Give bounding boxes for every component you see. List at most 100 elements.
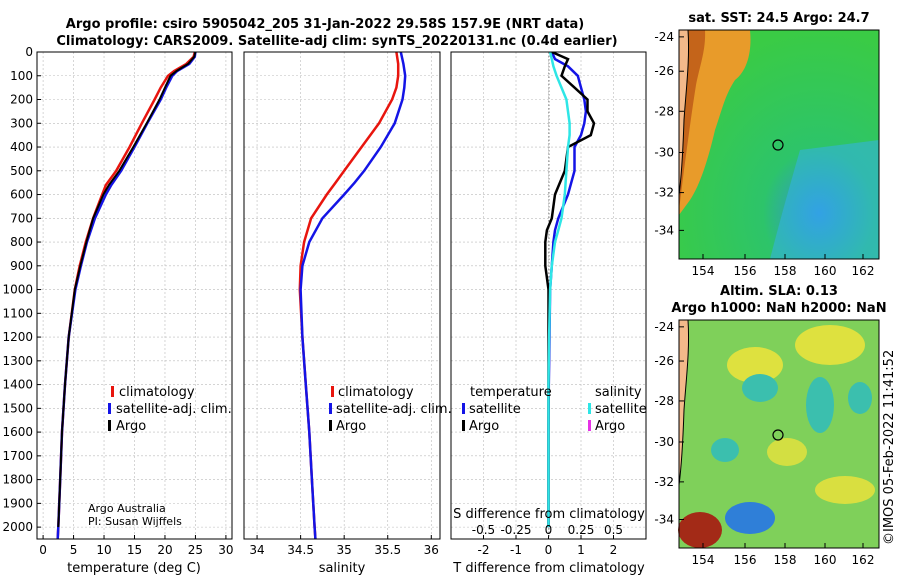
y-tick-label: 600: [10, 188, 33, 202]
sla-high-1: [727, 347, 783, 383]
salinity-lines: [298, 52, 407, 539]
y-tick-label: 500: [10, 164, 33, 178]
x-tick-label: 10: [96, 543, 111, 557]
lat-tick-label: -34: [654, 223, 674, 237]
sla-high-4: [767, 438, 807, 466]
s-tick-label: -0.5: [472, 523, 495, 537]
legend-label-argo: Argo: [116, 419, 146, 434]
lat-tick-label: -24: [654, 30, 674, 44]
imos-timestamp: ©IMOS 05-Feb-2022 11:41:52: [882, 350, 897, 545]
y-tick-label: 1100: [2, 306, 33, 320]
legend-title-salinity: salinity: [595, 385, 642, 400]
temperature-x-axis: 0 5 10 15 20 25 30: [39, 535, 234, 557]
salinity-x-axis: 34 34.5 35 35.5 36: [249, 535, 439, 557]
x-tick-label: 2: [610, 543, 618, 557]
sla-title-2: Argo h1000: NaN h2000: NaN: [671, 301, 886, 316]
sla-low-3: [848, 382, 872, 414]
sla-low-1: [742, 374, 778, 402]
lat-tick-label: -24: [654, 320, 674, 334]
lat-tick-label: -34: [654, 513, 674, 527]
x-tick-label: 35: [337, 543, 352, 557]
s-tick-label: 0: [545, 523, 553, 537]
legend-marker-satellite: [329, 403, 332, 414]
lat-tick-label: -30: [654, 435, 674, 449]
title-line-1: Argo profile: csiro 5905042_205 31-Jan-2…: [66, 17, 584, 32]
x-tick-label: 20: [157, 543, 172, 557]
s-difference-label: S difference from climatology: [453, 507, 645, 522]
sla-map-ticks: -24 -26 -28 -30 -32 -34 154 156 158 160 162: [654, 320, 874, 567]
x-tick-label: 34: [249, 543, 264, 557]
x-tick-label: 0: [545, 543, 553, 557]
lat-tick-label: -30: [654, 146, 674, 160]
series-line-climatology: [56, 52, 197, 539]
depth-axis: 0 100 200 300 400 500 600 700 800 900 1000 1100 1200…: [2, 45, 41, 534]
temperature-panel: 0100200300400500600700800900100011001200…: [2, 45, 233, 576]
y-tick-label: 1800: [2, 473, 33, 487]
lon-tick-label: 162: [852, 264, 875, 278]
salinity-legend: climatology satellite-adj. clim. Argo: [329, 385, 452, 434]
salinity-xlabel: salinity: [319, 561, 366, 576]
salinity-frame: [243, 51, 441, 540]
temperature-grid: [37, 51, 232, 539]
series-line-satellite-salinity: [547, 52, 571, 528]
lat-tick-label: -32: [654, 475, 674, 489]
s-tick-label: 0.25: [568, 523, 595, 537]
lat-tick-label: -26: [654, 354, 674, 368]
temperature-legend: climatology satellite-adj. clim. Argo: [108, 385, 232, 434]
sla-title-1: Altim. SLA: 0.13: [720, 284, 838, 299]
s-difference-ticklabels: -0.5 -0.25 0 0.25 0.5: [472, 523, 623, 537]
y-tick-label: 1000: [2, 283, 33, 297]
y-tick-label: 900: [10, 259, 33, 273]
legend-marker-s-satellite: [588, 403, 591, 414]
legend-marker-satellite: [108, 403, 111, 414]
legend-label-t-argo: Argo: [469, 419, 499, 434]
series-line-satellite-adj-clim-: [56, 52, 197, 539]
y-tick-label: 800: [10, 235, 33, 249]
lat-tick-label: -26: [654, 64, 674, 78]
lat-tick-label: -28: [654, 394, 674, 408]
lon-tick-label: 162: [852, 553, 875, 567]
legend-label-t-satellite: satellite: [469, 402, 521, 417]
difference-panel: -2 -1 0 1 2 T difference from climatology S …: [450, 51, 647, 576]
y-tick-label: 2000: [2, 520, 33, 534]
y-tick-label: 400: [10, 140, 33, 154]
y-tick-label: 1500: [2, 401, 33, 415]
legend-label-argo: Argo: [336, 419, 366, 434]
sla-high-2: [795, 325, 865, 365]
temperature-frame: [36, 51, 233, 540]
x-tick-label: 1: [577, 543, 585, 557]
salinity-panel: 34 34.5 35 35.5 36 salinity climatology sate…: [243, 51, 452, 576]
sst-map-frame: [678, 29, 880, 260]
y-tick-label: 1200: [2, 330, 33, 344]
lon-tick-label: 154: [692, 553, 715, 567]
sla-low-5: [725, 502, 775, 534]
sst-map-title: sat. SST: 24.5 Argo: 24.7: [688, 11, 869, 26]
legend-title-temperature: temperature: [470, 385, 552, 400]
difference-legend: temperature satellite Argo salinity sate…: [462, 385, 647, 434]
annotation-argo-australia: Argo Australia: [88, 502, 166, 515]
series-line-climatology: [298, 52, 400, 539]
sla-low-2: [806, 377, 834, 433]
lon-tick-label: 156: [734, 553, 757, 567]
sla-high-5: [678, 512, 722, 548]
s-tick-label: 0.5: [604, 523, 623, 537]
lat-tick-label: -28: [654, 104, 674, 118]
legend-marker-s-argo: [588, 420, 591, 431]
x-tick-label: 0: [39, 543, 47, 557]
y-tick-label: 1300: [2, 354, 33, 368]
legend-label-climatology: climatology: [119, 385, 195, 400]
lon-tick-label: 160: [814, 264, 837, 278]
difference-lines: [544, 52, 596, 528]
temperature-xlabel: temperature (deg C): [67, 561, 201, 576]
legend-marker-climatology: [111, 386, 114, 397]
lat-tick-label: -32: [654, 186, 674, 200]
sla-map: Altim. SLA: 0.13 Argo h1000: NaN h2000: …: [654, 284, 886, 567]
series-line-argo: [57, 52, 197, 528]
legend-marker-argo: [329, 420, 332, 431]
sst-map: sat. SST: 24.5 Argo: 24.7 -24 -26 -28 -30 -3…: [654, 11, 880, 278]
legend-label-s-satellite: satellite: [595, 402, 647, 417]
x-tick-label: 25: [188, 543, 203, 557]
x-tick-label: 35.5: [374, 543, 401, 557]
sst-cool-patch: [770, 140, 879, 259]
